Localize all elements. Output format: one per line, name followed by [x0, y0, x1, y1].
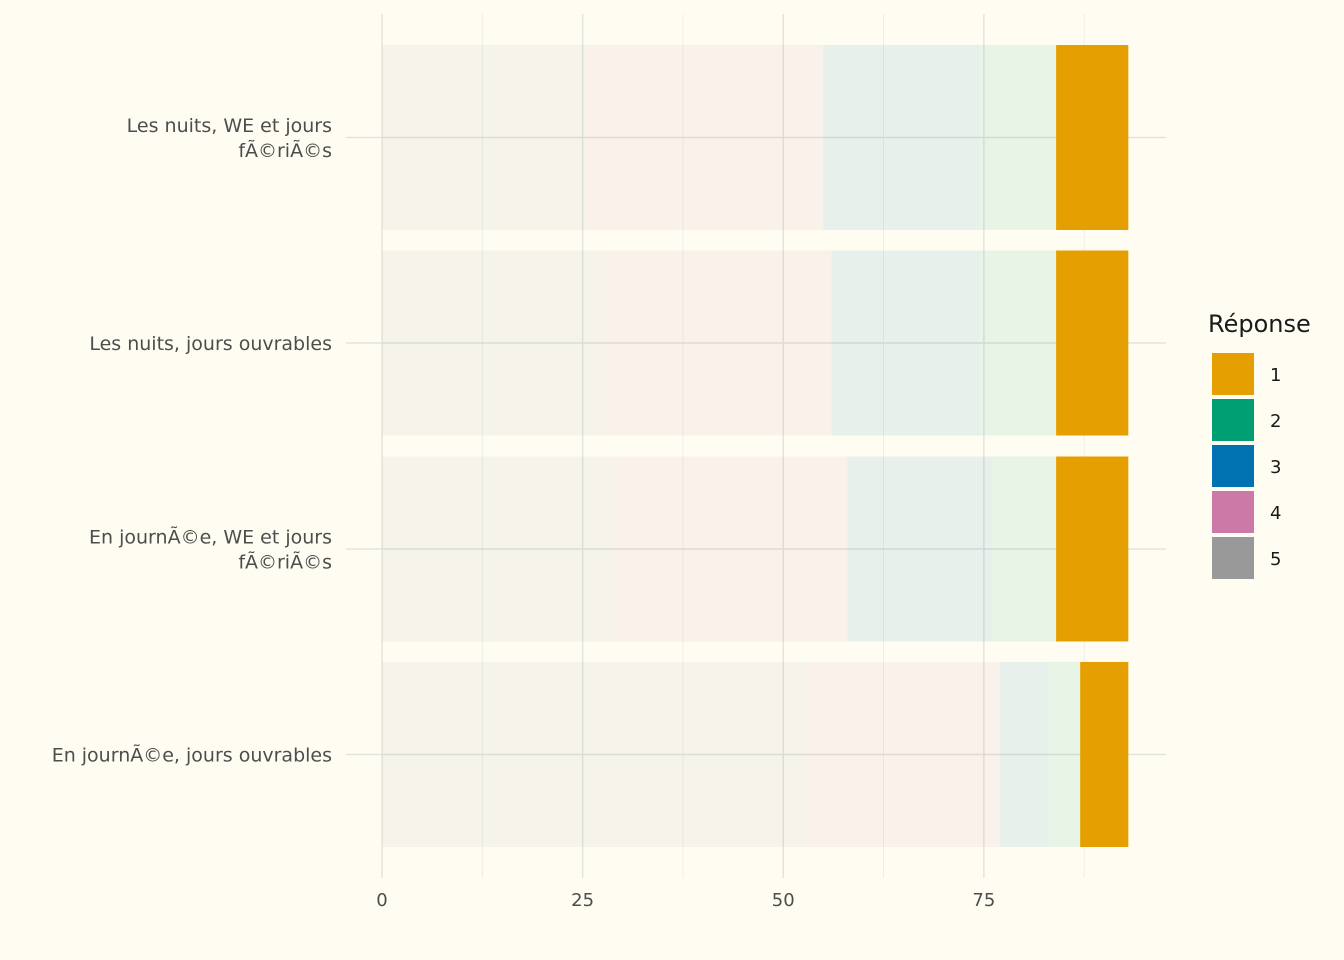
legend-label-2: 2: [1270, 411, 1281, 432]
bar-segment-2: [1048, 662, 1081, 847]
category-labels: Les nuits, WE et jours fÃ©riÃ©s Les nuits,…: [52, 115, 332, 767]
legend-swatch-1: [1212, 353, 1254, 395]
bar-segment-1: [1080, 662, 1129, 847]
legend-title: Réponse: [1208, 310, 1311, 338]
bar-segment-1: [1056, 45, 1129, 230]
bar-segment-1: [1056, 456, 1129, 642]
bar-segment-2: [979, 45, 1057, 230]
grid-lines: [346, 14, 1166, 878]
x-tick-label: 25: [571, 890, 594, 911]
category-label: Les nuits, WE et jours fÃ©riÃ©s: [127, 115, 332, 162]
x-tick-label: 50: [772, 890, 795, 911]
bar-segment-4: [586, 45, 824, 230]
bar-segment-5: [382, 250, 607, 436]
bar-segment-2: [979, 250, 1057, 436]
legend-swatch-2: [1212, 399, 1254, 441]
x-axis-ticks: 0 25 50 75: [376, 890, 995, 911]
x-tick-label: 75: [972, 890, 995, 911]
bar-segment-3: [847, 456, 992, 642]
category-label: En journÃ©e, WE et jours fÃ©riÃ©s: [89, 526, 332, 574]
bar-segment-3: [831, 250, 980, 436]
legend: Réponse 1 2 3 4 5: [1208, 310, 1311, 579]
bar-segment-4: [614, 456, 848, 642]
bar-segment-5: [382, 456, 615, 642]
bar-segment-3: [823, 45, 980, 230]
bar-segment-5: [382, 45, 587, 230]
x-tick-label: 0: [376, 890, 387, 911]
legend-swatch-3: [1212, 445, 1254, 487]
legend-swatch-5: [1212, 537, 1254, 579]
legend-swatch-4: [1212, 491, 1254, 533]
bar-segment-2: [991, 456, 1057, 642]
legend-label-5: 5: [1270, 549, 1281, 570]
bar-segment-1: [1056, 250, 1129, 436]
legend-label-3: 3: [1270, 457, 1281, 478]
legend-label-1: 1: [1270, 365, 1281, 386]
category-label: Les nuits, jours ouvrables: [89, 333, 332, 355]
bar-segment-4: [606, 250, 832, 436]
legend-label-4: 4: [1270, 503, 1281, 524]
category-label: En journÃ©e, jours ouvrables: [52, 744, 332, 767]
bar-segment-4: [807, 662, 1000, 847]
bars: [382, 45, 1129, 847]
bar-segment-5: [382, 662, 808, 847]
bar-segment-3: [999, 662, 1049, 847]
